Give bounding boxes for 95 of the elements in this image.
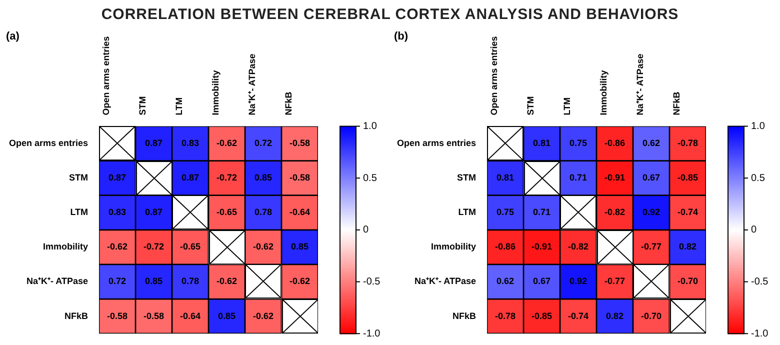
x-tick-label: STM bbox=[137, 96, 148, 116]
data-label: 0.85 bbox=[290, 242, 309, 252]
color-bar-label: 1.0 bbox=[363, 120, 378, 132]
y-tick-label: Open arms entries bbox=[397, 138, 476, 148]
data-label: -0.72 bbox=[144, 242, 164, 252]
data-label: 0.92 bbox=[570, 276, 588, 286]
data-label: 0.75 bbox=[570, 138, 588, 148]
color-bar-label: 0 bbox=[751, 224, 757, 236]
data-label: -0.58 bbox=[144, 310, 164, 321]
y-tick-label: STM bbox=[69, 172, 88, 183]
data-label: 0.82 bbox=[606, 310, 624, 321]
data-label: -0.62 bbox=[289, 276, 310, 286]
color-bar-label: -0.5 bbox=[751, 276, 769, 288]
data-label: -0.74 bbox=[677, 207, 698, 218]
x-tick-label: Immobility bbox=[598, 70, 608, 116]
data-label: -0.78 bbox=[677, 138, 698, 148]
data-label: -0.82 bbox=[604, 207, 626, 218]
y-tick-label: NFkB bbox=[64, 310, 89, 321]
x-tick-label: Na⁺K⁺- ATPase bbox=[246, 54, 257, 116]
data-label: 0.85 bbox=[145, 276, 163, 286]
data-label: 0.67 bbox=[642, 172, 660, 183]
data-label: -0.58 bbox=[289, 172, 310, 183]
data-label: 0.81 bbox=[533, 138, 551, 148]
data-label: -0.78 bbox=[495, 310, 516, 321]
data-label: 0.82 bbox=[678, 242, 697, 252]
data-label: -0.85 bbox=[532, 310, 552, 321]
data-label: -0.74 bbox=[568, 310, 589, 321]
data-label: -0.77 bbox=[604, 276, 626, 286]
y-tick-label: STM bbox=[457, 172, 476, 183]
color-bar-label: 0.5 bbox=[363, 172, 378, 184]
color-bar-label: 0.5 bbox=[751, 172, 766, 184]
data-label: 0.75 bbox=[496, 207, 514, 218]
data-label: 0.62 bbox=[642, 138, 660, 148]
data-label: -0.86 bbox=[495, 242, 516, 252]
data-label: -0.77 bbox=[641, 242, 662, 252]
data-label: 0.83 bbox=[108, 207, 126, 218]
x-tick-label: LTM bbox=[562, 97, 572, 116]
data-label: -0.82 bbox=[568, 242, 589, 252]
y-tick-label: LTM bbox=[458, 207, 476, 218]
data-label: -0.65 bbox=[180, 242, 201, 252]
data-label: -0.91 bbox=[532, 242, 552, 252]
y-tick-label: Open arms entries bbox=[9, 138, 88, 148]
data-label: -0.65 bbox=[216, 207, 238, 218]
data-label: 0.81 bbox=[496, 172, 514, 183]
x-tick-label: STM bbox=[525, 96, 536, 116]
data-label: 0.85 bbox=[254, 172, 272, 183]
color-bar-label: 0 bbox=[363, 224, 369, 236]
data-label: 0.62 bbox=[496, 276, 514, 286]
color-bar-label: -1.0 bbox=[363, 328, 381, 340]
data-label: -0.72 bbox=[216, 172, 238, 183]
y-tick-label: NFkB bbox=[452, 310, 477, 321]
chart-subtitle: (a) bbox=[6, 30, 20, 43]
data-label: -0.70 bbox=[677, 276, 698, 286]
text: CORRELATION BETWEEN CEREBRAL CORTEX ANALYSIS AND BEHAVIORS bbox=[100, 5, 680, 25]
x-tick-label: Na⁺K⁺- ATPase bbox=[634, 54, 645, 116]
data-label: 0.71 bbox=[533, 207, 551, 218]
color-bar-label: -1.0 bbox=[751, 328, 769, 340]
data-label: 0.72 bbox=[108, 276, 126, 286]
data-label: -0.64 bbox=[180, 310, 201, 321]
color-bar-label: -0.5 bbox=[363, 276, 381, 288]
data-label: 0.78 bbox=[182, 276, 200, 286]
data-label: -0.85 bbox=[677, 172, 698, 183]
data-label: -0.62 bbox=[253, 242, 274, 252]
data-label: -0.62 bbox=[107, 242, 128, 252]
data-label: -0.70 bbox=[641, 310, 662, 321]
y-tick-label: Na⁺K⁺- ATPase bbox=[414, 276, 476, 286]
data-label: 0.87 bbox=[182, 172, 200, 183]
data-label: -0.62 bbox=[253, 310, 274, 321]
data-label: -0.91 bbox=[604, 172, 626, 183]
data-label: -0.58 bbox=[107, 310, 128, 321]
y-tick-label: Na⁺K⁺- ATPase bbox=[26, 276, 88, 286]
y-tick-label: LTM bbox=[70, 207, 88, 218]
data-label: -0.58 bbox=[289, 138, 310, 148]
color-bar-label: 1.0 bbox=[751, 120, 766, 132]
data-label: 0.71 bbox=[570, 172, 588, 183]
y-tick-label: Immobility bbox=[431, 242, 476, 252]
x-tick-label: NFkB bbox=[283, 91, 294, 116]
y-tick-label: Immobility bbox=[43, 242, 88, 252]
x-tick-label: LTM bbox=[174, 97, 184, 116]
data-label: -0.62 bbox=[216, 276, 238, 286]
data-label: -0.86 bbox=[604, 138, 626, 148]
data-label: -0.62 bbox=[216, 138, 238, 148]
data-label: -0.64 bbox=[289, 207, 310, 218]
data-label: 0.85 bbox=[218, 310, 236, 321]
data-label: 0.87 bbox=[145, 138, 163, 148]
x-tick-label: Immobility bbox=[210, 70, 220, 116]
data-label: 0.67 bbox=[533, 276, 551, 286]
x-tick-label: NFkB bbox=[671, 91, 682, 116]
data-label: 0.92 bbox=[642, 207, 660, 218]
data-label: 0.87 bbox=[145, 207, 163, 218]
data-label: 0.83 bbox=[182, 138, 200, 148]
chart-subtitle: (b) bbox=[394, 30, 408, 43]
data-label: 0.87 bbox=[108, 172, 126, 183]
data-label: 0.78 bbox=[254, 207, 272, 218]
data-label: 0.72 bbox=[254, 138, 272, 148]
